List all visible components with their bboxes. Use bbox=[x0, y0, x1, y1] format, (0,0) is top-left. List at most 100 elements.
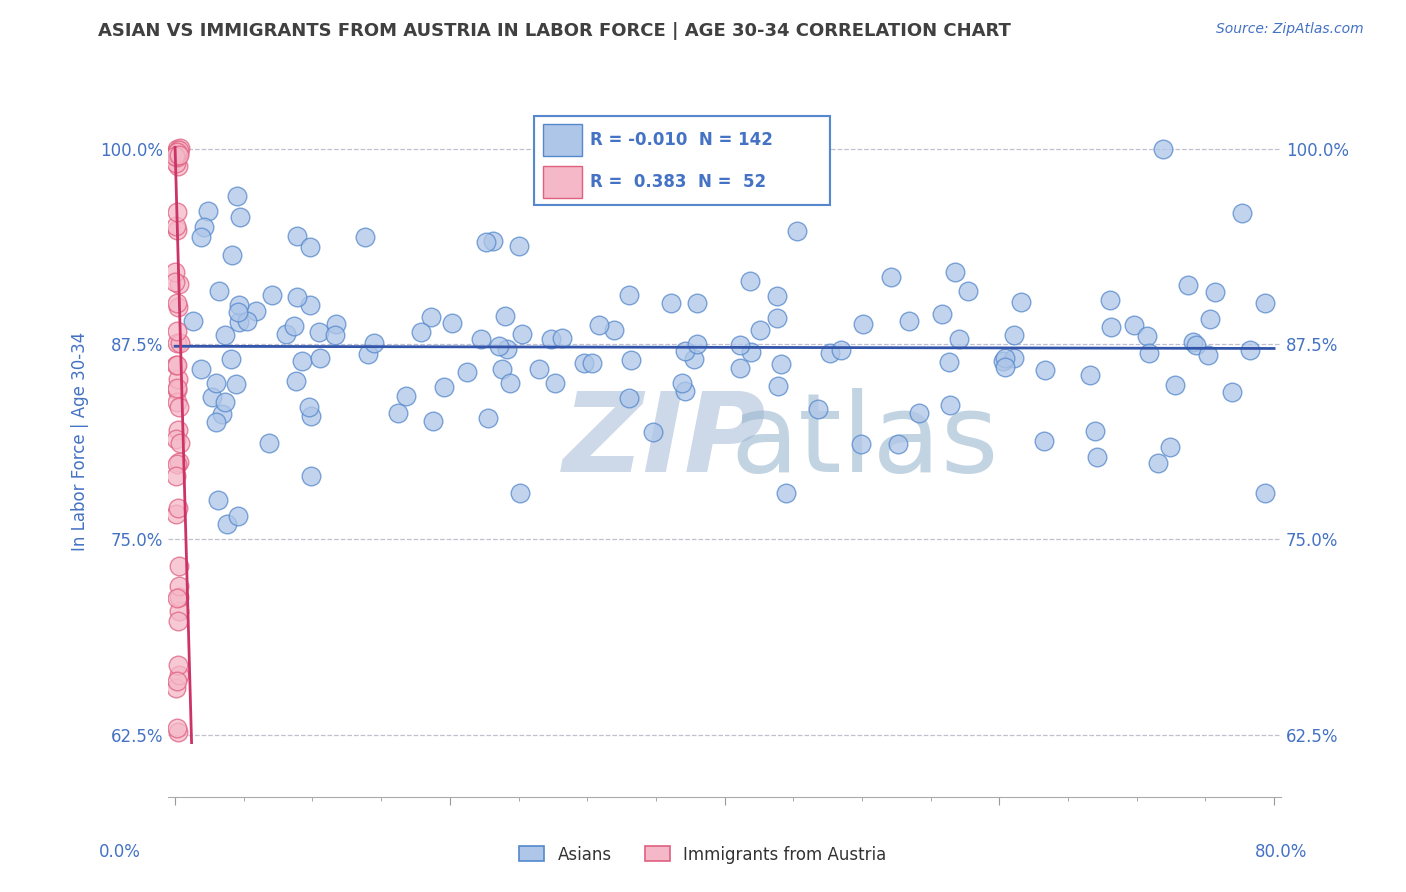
Point bbox=[228, 210, 250, 224]
Point bbox=[456, 365, 478, 379]
Point bbox=[166, 300, 188, 314]
Point bbox=[166, 381, 188, 395]
Point bbox=[205, 376, 228, 390]
Point bbox=[287, 228, 309, 243]
Text: 0.0%: 0.0% bbox=[98, 843, 141, 861]
Point bbox=[852, 317, 875, 331]
Point bbox=[166, 674, 188, 689]
Bar bbox=[543, 166, 582, 198]
Point bbox=[299, 240, 322, 254]
Point bbox=[165, 156, 187, 170]
Point bbox=[166, 205, 188, 219]
Point bbox=[201, 390, 224, 404]
Point bbox=[167, 455, 190, 469]
Point bbox=[387, 406, 409, 420]
Point bbox=[193, 219, 215, 234]
Point bbox=[167, 277, 190, 292]
Point bbox=[228, 298, 250, 312]
Point bbox=[166, 721, 188, 735]
Point bbox=[274, 327, 297, 342]
Point bbox=[283, 319, 305, 334]
Legend: Asians, Immigrants from Austria: Asians, Immigrants from Austria bbox=[513, 839, 893, 871]
Point bbox=[766, 311, 789, 326]
Point bbox=[166, 142, 188, 156]
Point bbox=[167, 372, 190, 386]
Point bbox=[207, 493, 229, 508]
Point bbox=[211, 407, 233, 421]
Point bbox=[685, 296, 707, 310]
Point bbox=[215, 516, 238, 531]
Point bbox=[880, 269, 903, 284]
Point bbox=[181, 314, 204, 328]
Point bbox=[1122, 318, 1144, 332]
Point bbox=[931, 306, 953, 320]
Point bbox=[166, 395, 188, 409]
Point bbox=[1033, 362, 1056, 376]
Point bbox=[165, 432, 187, 446]
Point bbox=[167, 657, 190, 672]
Point bbox=[395, 389, 418, 403]
Point bbox=[1083, 424, 1105, 438]
Point bbox=[197, 204, 219, 219]
Point bbox=[1199, 311, 1222, 326]
Point bbox=[938, 354, 960, 368]
Point bbox=[588, 318, 610, 332]
Point bbox=[994, 359, 1017, 374]
Point bbox=[440, 316, 463, 330]
Point bbox=[165, 358, 187, 372]
Point bbox=[167, 146, 190, 161]
Point bbox=[208, 284, 231, 298]
Point bbox=[353, 230, 375, 244]
Point bbox=[167, 725, 190, 739]
Text: R =  0.383  N =  52: R = 0.383 N = 52 bbox=[591, 173, 766, 191]
Point bbox=[740, 345, 762, 359]
Point bbox=[728, 337, 751, 351]
Point bbox=[166, 383, 188, 397]
Point bbox=[165, 508, 187, 522]
Point bbox=[1181, 335, 1204, 350]
Point bbox=[620, 352, 643, 367]
Point bbox=[671, 376, 693, 390]
Point bbox=[165, 219, 187, 234]
Point bbox=[257, 436, 280, 450]
Point bbox=[214, 395, 236, 409]
Point bbox=[190, 362, 212, 376]
Point bbox=[550, 330, 572, 344]
Point bbox=[574, 356, 596, 370]
Point bbox=[166, 457, 188, 471]
Point bbox=[807, 401, 830, 416]
Point bbox=[748, 323, 770, 337]
Point bbox=[169, 335, 191, 350]
Point bbox=[766, 289, 789, 303]
Point bbox=[166, 335, 188, 350]
Point bbox=[166, 591, 188, 605]
Point bbox=[1085, 450, 1108, 464]
Point bbox=[1002, 328, 1025, 343]
Point bbox=[1164, 378, 1187, 392]
Point bbox=[420, 310, 443, 324]
Point bbox=[166, 359, 188, 373]
Point bbox=[299, 409, 322, 423]
Text: Source: ZipAtlas.com: Source: ZipAtlas.com bbox=[1216, 22, 1364, 37]
Point bbox=[1002, 351, 1025, 365]
Point bbox=[165, 681, 187, 695]
Point bbox=[167, 579, 190, 593]
Point bbox=[673, 343, 696, 358]
Point bbox=[1137, 345, 1160, 359]
Point bbox=[167, 500, 190, 515]
Point bbox=[491, 362, 513, 376]
Point bbox=[768, 379, 790, 393]
Point bbox=[308, 326, 330, 340]
Point bbox=[204, 415, 226, 429]
Point bbox=[214, 328, 236, 343]
Point bbox=[740, 274, 762, 288]
Point bbox=[285, 290, 308, 304]
Text: ZIP: ZIP bbox=[564, 388, 766, 495]
Point bbox=[540, 332, 562, 346]
Point bbox=[169, 435, 191, 450]
Point bbox=[728, 361, 751, 376]
Point bbox=[228, 314, 250, 328]
Point bbox=[221, 248, 243, 262]
Point bbox=[477, 411, 499, 425]
Point bbox=[225, 376, 247, 391]
